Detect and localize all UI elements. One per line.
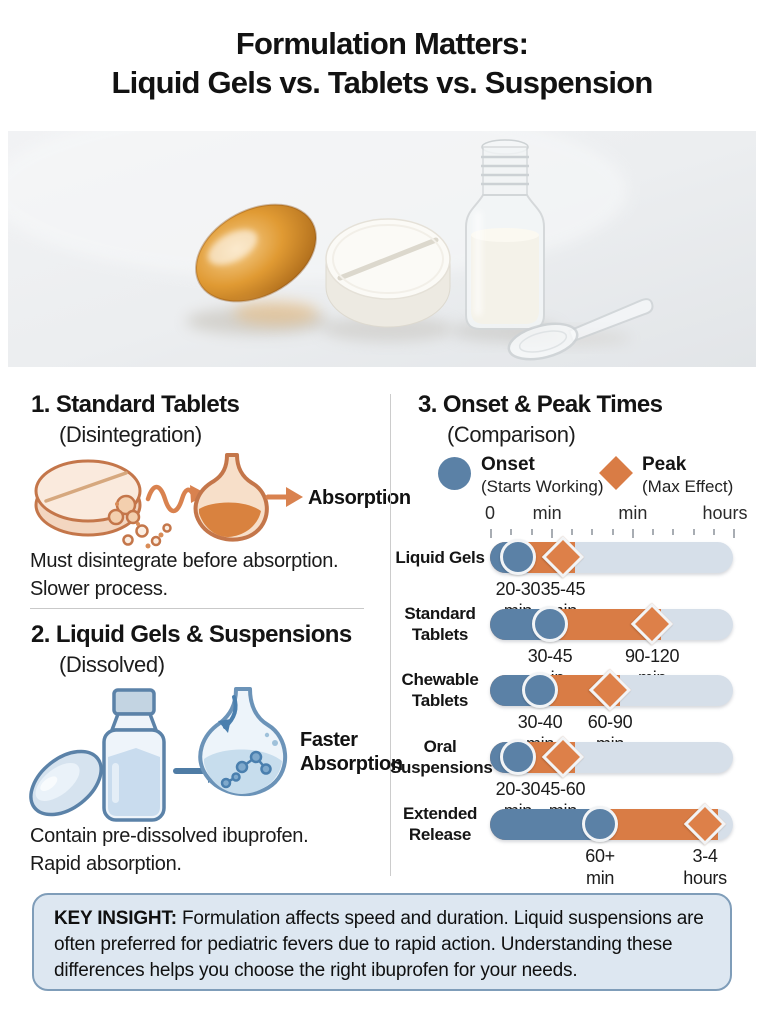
liquid-gel-icon	[29, 749, 103, 817]
axis-tick-label: 0	[484, 503, 496, 523]
white-tablet	[325, 218, 451, 328]
onset-circle-icon	[438, 457, 471, 490]
axis-tick	[733, 529, 735, 538]
timeline-bar	[490, 602, 733, 646]
section2-caption: Contain pre-dissolved ibuprofen. Rapid a…	[30, 825, 309, 875]
axis-tick	[652, 529, 654, 535]
axis-tick	[672, 529, 675, 535]
product-photo	[0, 101, 756, 367]
onset-marker-icon	[499, 739, 536, 775]
legend-onset: Onset (Starts Working)	[438, 454, 604, 497]
axis-tick-label: hours	[702, 503, 748, 523]
axis-tick	[550, 529, 553, 538]
faster-absorption-label: Faster Absorption	[300, 729, 403, 775]
legend-peak: Peak (Max Effect)	[599, 454, 734, 497]
page-title: Formulation Matters: Liquid Gels vs. Tab…	[0, 24, 764, 102]
row-label: Extended Release	[402, 804, 478, 844]
timeline-bar	[490, 668, 733, 712]
axis-tick-label: min	[618, 503, 648, 523]
page-title-line1: Formulation Matters:	[235, 26, 529, 61]
absorption-arrow-icon	[265, 487, 303, 507]
horizontal-divider	[30, 608, 364, 609]
section2-heading: 2. Liquid Gels & Suspensions	[31, 621, 352, 648]
key-insight-text: Formulation affects speed and duration. …	[54, 908, 704, 981]
disintegrating-tablet-icon	[34, 459, 172, 549]
product-photo-illustration	[0, 101, 756, 367]
row-label: Standard Tablets	[404, 604, 476, 644]
peak-time-label: 3-4 hours	[683, 846, 727, 888]
suspension-bottle	[465, 139, 545, 330]
section1-heading: 1. Standard Tablets	[31, 391, 240, 418]
row-label: Oral Suspensions	[390, 737, 493, 777]
stomach-dissolved-icon	[198, 687, 287, 797]
axis-tick	[490, 529, 492, 538]
chart-axis: 0 min min hours	[485, 503, 747, 541]
stomach-icon	[193, 453, 269, 542]
row-label: Chewable Tablets	[401, 670, 479, 710]
key-insight-label: KEY INSIGHT:	[54, 908, 177, 929]
section2-subheading: (Dissolved)	[59, 652, 165, 677]
onset-marker-icon	[582, 806, 619, 842]
axis-tick	[631, 529, 634, 538]
axis-tick	[510, 529, 513, 535]
page-title-line2: Liquid Gels vs. Tablets vs. Suspension	[111, 65, 654, 100]
onset-legend-label: Onset	[481, 454, 535, 475]
dissolved-absorption-illustration	[28, 685, 293, 830]
dosing-spoon	[507, 298, 654, 361]
section1-caption: Must disintegrate before absorption. Slo…	[30, 550, 339, 600]
onset-marker-icon	[499, 539, 536, 575]
onset-marker-icon	[532, 606, 569, 642]
section1-subheading: (Disintegration)	[59, 422, 202, 447]
axis-tick	[530, 529, 533, 535]
axis-tick	[692, 529, 695, 535]
timeline-bar	[490, 535, 733, 579]
section3-heading: 3. Onset & Peak Times	[418, 391, 663, 418]
chart-rows: Liquid Gels20-30min35-45minStandardTable…	[390, 0, 750, 1024]
timeline-bar	[490, 802, 733, 846]
timeline-track	[490, 609, 733, 640]
medicine-bottle-icon	[102, 688, 166, 822]
axis-tick	[591, 529, 594, 535]
timeline-bar	[490, 735, 733, 779]
axis-tick	[712, 529, 715, 535]
tablet-disintegration-illustration	[30, 449, 305, 559]
liquid-gel-capsule	[194, 203, 318, 303]
absorption-label: Absorption	[308, 487, 411, 509]
peak-legend-label: Peak	[642, 454, 687, 475]
onset-legend-sub: (Starts Working)	[481, 477, 604, 496]
vertical-divider	[390, 394, 391, 876]
axis-tick-label: min	[532, 503, 562, 523]
onset-time-label: 60+ min	[585, 846, 615, 888]
section3-subheading: (Comparison)	[447, 422, 576, 447]
key-insight-box: KEY INSIGHT: Formulation affects speed a…	[32, 893, 732, 991]
peak-legend-sub: (Max Effect)	[642, 477, 734, 496]
onset-marker-icon	[522, 672, 559, 708]
row-label: Liquid Gels	[395, 547, 485, 567]
axis-tick	[611, 529, 614, 535]
axis-tick	[571, 529, 573, 535]
